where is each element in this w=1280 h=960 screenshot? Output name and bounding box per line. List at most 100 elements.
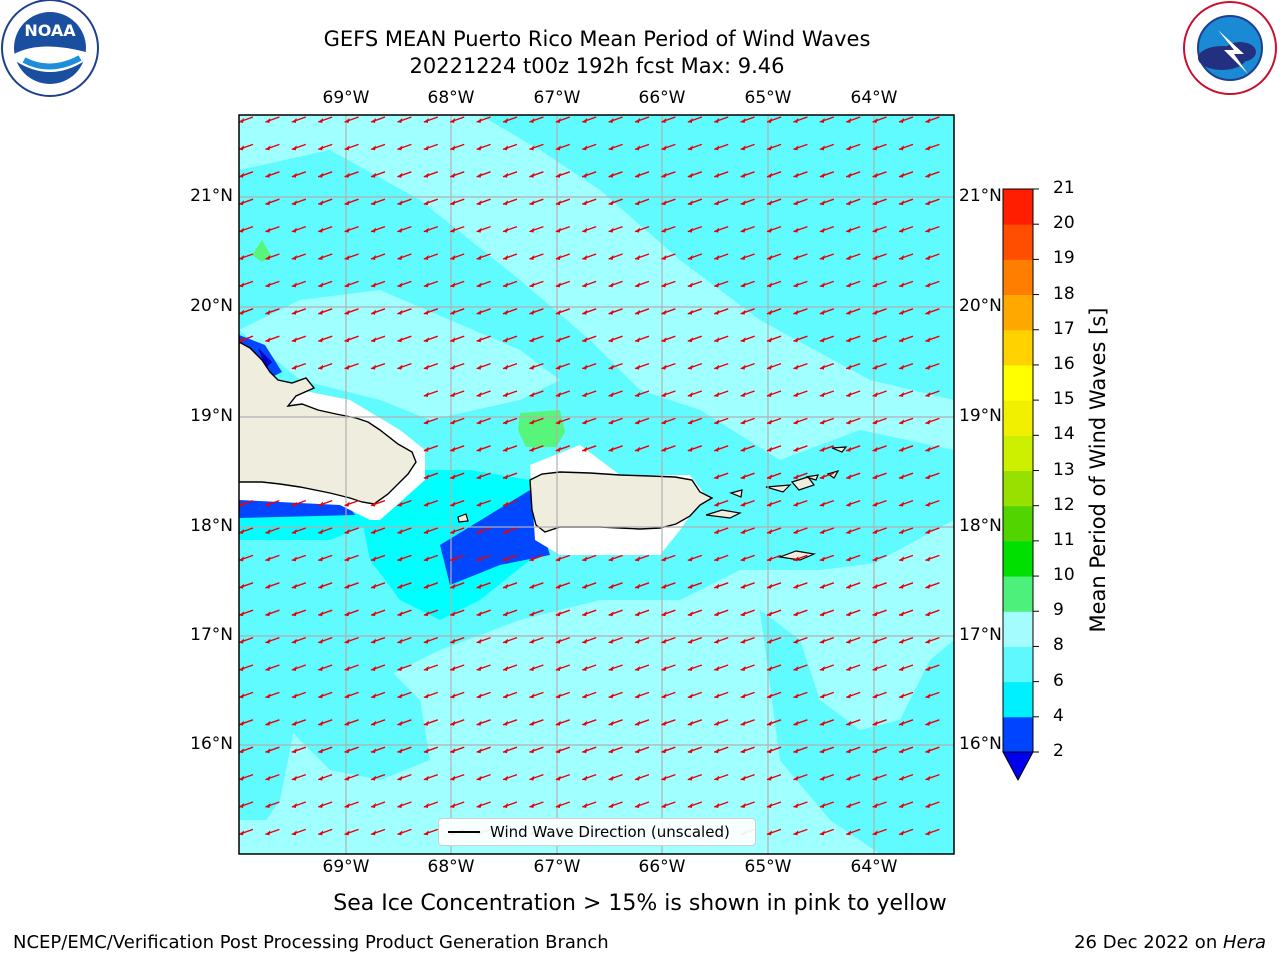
wind-wave-arrow: [423, 143, 439, 151]
wind-wave-arrow: [581, 335, 597, 343]
wind-wave-arrow: [476, 362, 491, 370]
wind-wave-arrow: [344, 773, 359, 781]
wind-wave-arrow: [766, 828, 782, 836]
wind-wave-arrow: [793, 636, 808, 644]
wind-wave-arrow: [819, 554, 835, 562]
wind-wave-arrow: [661, 582, 676, 589]
wind-wave-arrow: [370, 225, 386, 233]
wind-wave-arrow: [766, 445, 782, 452]
wind-wave-arrow: [265, 335, 280, 343]
colorbar-segment: [1003, 716, 1033, 753]
latitude-label-left: 19°N: [190, 406, 233, 426]
wind-wave-arrow: [449, 719, 465, 726]
wind-wave-arrow: [502, 527, 518, 534]
wind-wave-arrow: [265, 719, 280, 726]
wind-wave-arrow: [819, 253, 835, 260]
wind-wave-arrow: [449, 664, 465, 671]
wind-wave-arrow: [898, 609, 914, 617]
wind-wave-arrow: [476, 143, 491, 151]
wind-wave-arrow: [740, 554, 755, 562]
wind-wave-arrow: [925, 801, 940, 808]
wind-wave-arrow: [766, 582, 782, 589]
land-island: [790, 476, 815, 491]
wind-wave-arrow: [239, 582, 254, 589]
wind-wave-arrow: [449, 609, 465, 617]
longitude-label-top: 65°W: [744, 88, 792, 108]
wind-wave-arrow: [291, 225, 307, 233]
wind-wave-arrow: [661, 609, 676, 617]
wind-wave-arrow: [476, 719, 491, 726]
wind-wave-arrow: [661, 198, 676, 206]
wind-wave-arrow: [502, 773, 518, 781]
longitude-label-bottom: 65°W: [744, 857, 792, 877]
wind-wave-arrow: [898, 636, 914, 644]
wind-wave-arrow: [608, 445, 623, 452]
wind-wave-arrow: [793, 225, 808, 233]
wind-wave-arrow: [423, 225, 439, 233]
date-value: 26 Dec 2022 on: [1074, 932, 1223, 953]
wind-wave-arrow: [819, 499, 835, 507]
wind-wave-arrow: [766, 225, 782, 233]
wind-wave-arrow: [687, 636, 703, 644]
land-island: [765, 484, 792, 493]
wind-wave-arrow: [581, 116, 597, 123]
wind-wave-arrow: [925, 280, 940, 288]
wind-wave-arrow: [608, 253, 623, 260]
wind-wave-arrow: [819, 335, 835, 343]
wind-wave-arrow: [872, 171, 887, 178]
wind-wave-arrow: [819, 362, 835, 370]
field-region-2-4: [440, 490, 550, 585]
wind-wave-arrow: [793, 362, 808, 370]
longitude-label-bottom: 69°W: [322, 857, 370, 877]
wind-wave-arrow: [502, 664, 518, 671]
wind-wave-arrow: [344, 116, 359, 123]
wind-wave-arrow: [370, 198, 386, 206]
wind-wave-arrow: [397, 253, 412, 260]
wind-wave-arrow: [925, 225, 940, 233]
colorbar-title: Mean Period of Wind Waves [s]: [1086, 307, 1110, 633]
wind-wave-arrow: [317, 801, 333, 808]
wind-wave-arrow: [819, 746, 835, 754]
wind-wave-arrow: [502, 390, 518, 397]
wind-wave-arrow: [793, 499, 808, 507]
wind-wave-arrow: [845, 472, 861, 480]
wind-wave-arrow: [845, 417, 861, 425]
wind-wave-arrow: [449, 499, 465, 507]
wind-wave-arrow: [291, 719, 307, 726]
wind-wave-arrow: [687, 143, 703, 151]
wind-wave-arrow: [529, 198, 544, 206]
longitude-label-top: 67°W: [533, 88, 581, 108]
wind-wave-arrow: [872, 198, 887, 206]
wind-wave-arrow: [397, 828, 412, 836]
wind-wave-arrow: [555, 417, 571, 425]
wind-wave-arrow: [898, 445, 914, 452]
wind-wave-arrow: [529, 390, 544, 397]
wind-wave-arrow: [344, 253, 359, 260]
wind-wave-arrow: [239, 335, 254, 343]
wind-wave-arrow: [423, 609, 439, 617]
wind-wave-arrow: [502, 472, 518, 480]
wind-wave-arrow: [925, 582, 940, 589]
longitude-label-bottom: 66°W: [638, 857, 686, 877]
wind-wave-arrow: [476, 609, 491, 617]
field-region-2-4: [239, 335, 282, 378]
wind-wave-arrow: [661, 225, 676, 233]
wind-wave-arrow: [397, 719, 412, 726]
wind-wave-arrow: [608, 198, 623, 206]
wind-wave-arrow: [529, 719, 544, 726]
colorbar-segment: [1003, 224, 1033, 260]
colorbar-segment: [1003, 435, 1033, 471]
wind-wave-arrow: [317, 691, 333, 699]
wind-wave-arrow: [423, 417, 439, 425]
wind-wave-arrow: [925, 746, 940, 754]
wind-wave-arrow: [265, 198, 280, 206]
wind-wave-arrow: [819, 609, 835, 617]
wind-wave-arrow: [766, 417, 782, 425]
wind-wave-arrow: [793, 609, 808, 617]
wind-wave-arrow: [370, 335, 386, 343]
wind-wave-arrow: [239, 143, 254, 151]
wind-wave-arrow: [555, 719, 571, 726]
wind-wave-arrow: [502, 801, 518, 808]
wind-wave-arrow: [397, 527, 412, 534]
